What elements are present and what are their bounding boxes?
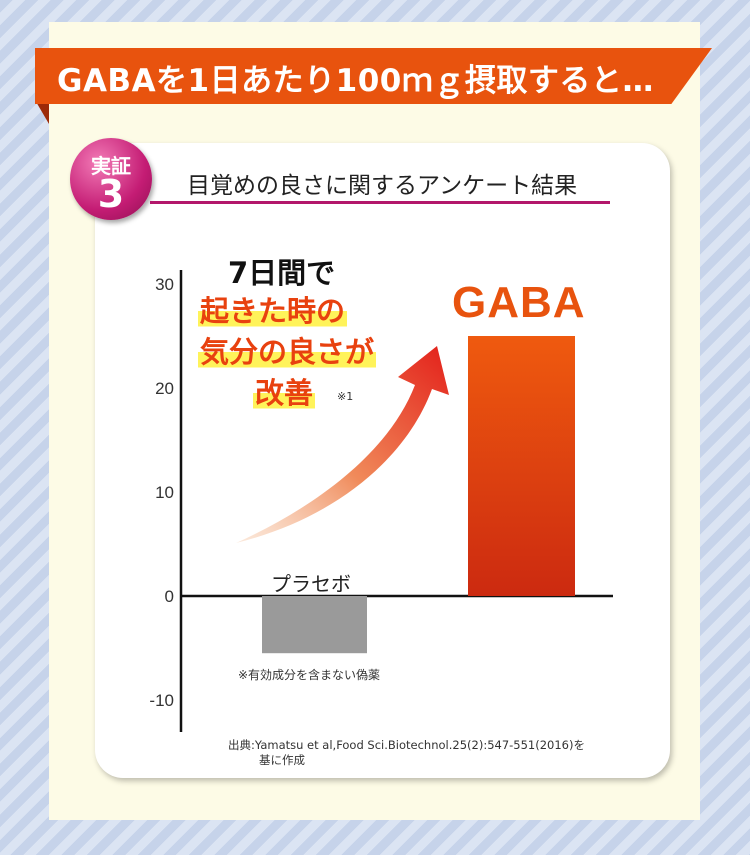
- footnote-mark: ※1: [337, 390, 354, 403]
- banner-title: GABAを1日あたり100ｍｇ摂取すると…: [57, 63, 654, 99]
- badge-number: 3: [97, 172, 125, 216]
- improvement-arrow: [236, 346, 449, 543]
- banner-fold: [35, 100, 49, 124]
- source-line-2: 基に作成: [259, 753, 305, 767]
- source-line-1: 出典:Yamatsu et al,Food Sci.Biotechnol.25(…: [228, 738, 585, 752]
- gaba-bar: [468, 336, 575, 596]
- headline-line-3: 気分の良さが: [198, 329, 377, 371]
- y-tick-label: 10: [155, 483, 174, 502]
- y-tick-label: 20: [155, 379, 174, 398]
- placebo-bar: [262, 596, 367, 654]
- evidence-badge: 実証 3: [70, 138, 152, 220]
- source-citation: 出典:Yamatsu et al,Food Sci.Biotechnol.25(…: [228, 738, 608, 768]
- gaba-label: GABA: [452, 278, 586, 327]
- headline-line-4: 改善: [253, 370, 316, 412]
- y-tick-label: 30: [155, 275, 174, 294]
- placebo-label: プラセボ: [271, 572, 351, 596]
- headline-line-2: 起きた時の: [198, 288, 348, 330]
- y-tick-label: -10: [149, 691, 174, 710]
- survey-title: 目覚めの良さに関するアンケート結果: [187, 173, 578, 199]
- title-banner: [35, 48, 712, 104]
- title-underline: [150, 201, 610, 204]
- y-tick-label: 0: [165, 587, 174, 606]
- placebo-note: ※有効成分を含まない偽薬: [238, 668, 381, 682]
- badge-label: 実証: [91, 154, 131, 178]
- headline-period: 7日間で: [228, 256, 336, 290]
